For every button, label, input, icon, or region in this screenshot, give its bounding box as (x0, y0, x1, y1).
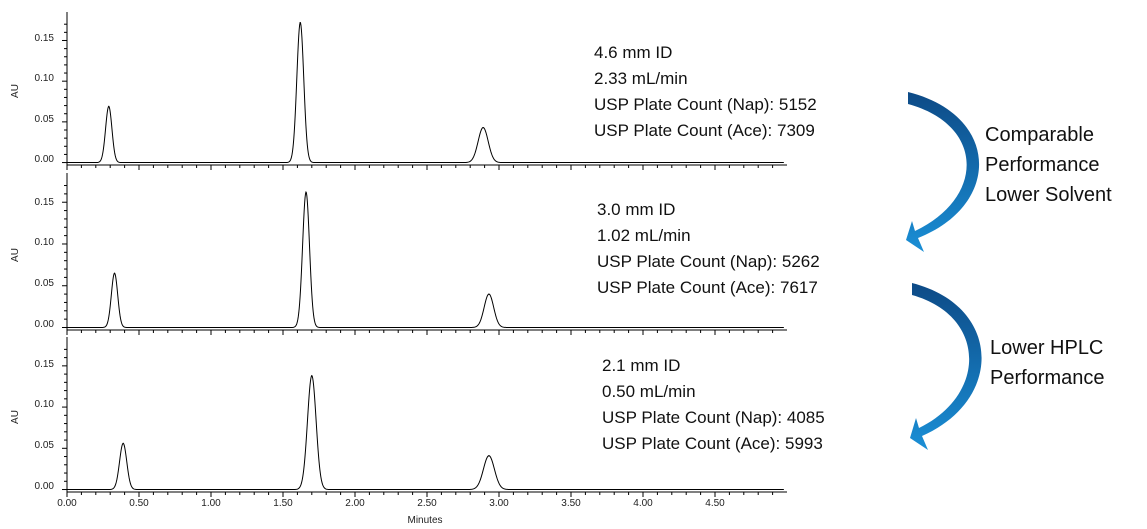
panel-bottom: 0.00 0.05 0.10 0.15 AU 2.1 mm ID 0.50 mL… (10, 356, 825, 492)
chromatogram-trace (67, 191, 784, 328)
x-tick-label: 0.00 (57, 498, 77, 509)
y-axis-title: AU (10, 84, 21, 98)
peak-apex (108, 105, 110, 108)
curved-arrow-icon (906, 92, 980, 252)
y-axis-title: AU (10, 410, 21, 424)
chromatogram-trace (67, 22, 784, 164)
annotation-line: 1.02 mL/min (597, 226, 691, 245)
x-tick-label: 2.00 (345, 498, 365, 509)
comparison-note-1: Comparable Performance Lower Solvent (906, 92, 1112, 252)
annotation-line: 2.33 mL/min (594, 69, 688, 88)
annotation-line: USP Plate Count (Nap): 4085 (602, 408, 825, 427)
panel-middle: 0.00 0.05 0.10 0.15 AU 3.0 mm ID 1.02 mL… (10, 197, 820, 330)
y-tick-label: 0.05 (35, 278, 55, 289)
y-tick-label: 0.15 (35, 197, 55, 208)
comparison-note-2: Lower HPLC Performance (910, 283, 1105, 450)
peak-apex (488, 455, 490, 457)
y-tick-label: 0.00 (35, 154, 55, 165)
x-axis: 0.00 0.50 1.00 1.50 2.00 2.50 3.00 3.50 … (57, 498, 725, 526)
y-tick-label: 0.00 (35, 481, 55, 492)
panel-top: 0.00 0.05 0.10 0.15 AU 4.6 mm ID 2.33 mL… (10, 33, 817, 165)
y-axis-title: AU (10, 248, 21, 262)
chromatogram-trace (67, 374, 784, 491)
x-tick-label: 3.00 (489, 498, 509, 509)
y-tick-label: 0.05 (35, 440, 55, 451)
y-tick-label: 0.15 (35, 359, 55, 370)
peak-apex (113, 272, 116, 274)
annotation-line: 3.0 mm ID (597, 200, 675, 219)
note-line: Lower Solvent (985, 184, 1112, 206)
annotation-line: USP Plate Count (Ace): 5993 (602, 434, 823, 453)
annotation-line: 2.1 mm ID (602, 356, 680, 375)
annotation-line: USP Plate Count (Nap): 5152 (594, 95, 817, 114)
note-line: Comparable (985, 124, 1094, 146)
peak-apex (482, 126, 484, 129)
x-tick-label: 4.00 (633, 498, 653, 509)
peak-apex (122, 442, 124, 444)
annotation-line: 4.6 mm ID (594, 43, 672, 62)
annotation-line: USP Plate Count (Ace): 7617 (597, 278, 818, 297)
y-tick-label: 0.05 (35, 114, 55, 125)
x-tick-label: 3.50 (561, 498, 581, 509)
peak-apex (311, 375, 313, 377)
x-tick-label: 0.50 (129, 498, 149, 509)
annotation-line: USP Plate Count (Nap): 5262 (597, 252, 820, 271)
annotation-line: 0.50 mL/min (602, 382, 696, 401)
y-tick-label: 0.00 (35, 319, 55, 330)
y-tick-label: 0.10 (35, 237, 55, 248)
x-tick-label: 2.50 (417, 498, 437, 509)
x-tick-label: 1.50 (273, 498, 293, 509)
note-line: Performance (990, 367, 1105, 389)
y-tick-label: 0.10 (35, 399, 55, 410)
peak-apex (305, 191, 307, 193)
curved-arrow-icon (910, 283, 982, 450)
peak-apex (299, 21, 301, 24)
x-axis-title: Minutes (407, 515, 442, 526)
annotation-line: USP Plate Count (Ace): 7309 (594, 121, 815, 140)
peak-apex (488, 293, 490, 295)
y-tick-label: 0.15 (35, 33, 55, 44)
x-tick-label: 1.00 (201, 498, 221, 509)
x-tick-label: 4.50 (705, 498, 725, 509)
note-line: Performance (985, 154, 1100, 176)
note-line: Lower HPLC (990, 337, 1103, 359)
y-tick-label: 0.10 (35, 73, 55, 84)
